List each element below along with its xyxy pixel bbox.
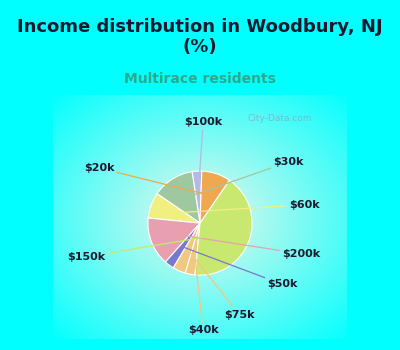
Text: $60k: $60k	[172, 200, 320, 213]
Wedge shape	[185, 223, 200, 275]
Text: $50k: $50k	[183, 247, 298, 289]
Text: $40k: $40k	[188, 252, 218, 335]
Wedge shape	[192, 171, 202, 223]
Wedge shape	[166, 223, 200, 268]
Wedge shape	[195, 180, 252, 275]
Wedge shape	[200, 171, 230, 223]
Text: $200k: $200k	[173, 234, 320, 259]
Text: Income distribution in Woodbury, NJ
(%): Income distribution in Woodbury, NJ (%)	[17, 18, 383, 56]
Wedge shape	[173, 223, 200, 273]
Text: $20k: $20k	[84, 163, 209, 195]
Wedge shape	[148, 194, 200, 223]
Text: $30k: $30k	[184, 157, 304, 198]
Wedge shape	[157, 172, 200, 223]
Text: Multirace residents: Multirace residents	[124, 72, 276, 86]
Text: $75k: $75k	[188, 250, 255, 320]
Text: $150k: $150k	[68, 233, 228, 262]
Text: $100k: $100k	[184, 117, 222, 194]
Wedge shape	[148, 218, 200, 262]
Text: City-Data.com: City-Data.com	[247, 114, 312, 123]
